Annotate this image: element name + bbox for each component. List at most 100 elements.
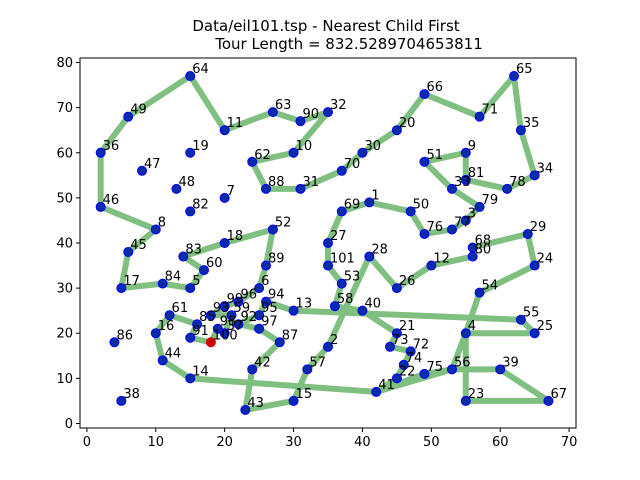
node-point	[323, 260, 333, 271]
node-label: 68	[475, 234, 492, 249]
node-label: 19	[192, 139, 209, 154]
tour-edge	[242, 366, 256, 413]
x-tick-label: 30	[285, 435, 302, 450]
y-tick-label: 40	[56, 237, 73, 252]
node-point	[164, 310, 175, 321]
node-label: 59	[234, 301, 251, 316]
node-point	[233, 296, 244, 307]
node-label: 6	[261, 274, 269, 289]
tour-edge	[462, 289, 483, 337]
tour-edge	[290, 109, 331, 156]
node-label: 85	[199, 310, 216, 325]
node-point	[447, 364, 457, 375]
node-label: 86	[116, 328, 133, 343]
y-tick-label: 60	[56, 146, 73, 161]
node-label: 33	[454, 175, 471, 190]
node-label: 74	[406, 351, 423, 366]
tour-edge	[159, 357, 194, 382]
node-point	[185, 283, 196, 294]
node-point	[199, 265, 209, 276]
tour-edge	[249, 158, 269, 192]
node-label: 89	[268, 252, 285, 267]
node-point	[474, 201, 485, 212]
node-point	[116, 395, 127, 406]
y-tick-label: 50	[56, 191, 73, 206]
node-label: 78	[509, 175, 526, 190]
node-point	[261, 296, 271, 307]
node-point	[419, 368, 430, 379]
node-point	[329, 301, 340, 312]
tour-edge	[263, 226, 276, 269]
node-point	[419, 228, 430, 239]
node-label: 8	[158, 215, 166, 230]
node-label: 21	[399, 319, 416, 334]
node-label: 16	[158, 319, 175, 334]
tour-edge	[421, 91, 483, 120]
tour-edge	[118, 249, 132, 292]
tour-edge	[304, 343, 331, 373]
node-point	[474, 111, 485, 122]
node-label: 63	[275, 98, 292, 113]
node-point	[247, 364, 258, 375]
node-point	[460, 215, 471, 226]
node-point	[522, 228, 533, 239]
node-point	[467, 251, 478, 262]
tour-edge	[449, 185, 483, 210]
tour-edge	[517, 127, 538, 179]
node-label: 12	[433, 252, 450, 267]
node-label: 98	[220, 315, 237, 330]
node-point	[185, 373, 196, 384]
x-tick-label: 40	[354, 435, 371, 450]
node-label: 62	[254, 148, 271, 163]
tour-edge	[97, 203, 159, 233]
node-point	[219, 238, 230, 248]
tour-edge	[325, 253, 373, 350]
x-tick-label: 20	[216, 435, 233, 450]
node-label: 48	[178, 175, 195, 190]
node-point	[185, 71, 196, 82]
tour-edge	[290, 307, 524, 323]
node-point	[171, 183, 182, 194]
node-point	[288, 305, 299, 316]
node-label: 60	[206, 256, 223, 271]
node-label: 69	[344, 197, 361, 212]
node-point	[274, 337, 285, 348]
tour-edge	[421, 149, 469, 165]
node-label: 7	[227, 184, 235, 199]
node-point	[219, 192, 230, 203]
node-point	[391, 125, 402, 136]
tour-edge	[421, 158, 455, 192]
node-label: 50	[413, 197, 430, 212]
tour-edge	[393, 262, 435, 292]
node-label: 52	[275, 215, 292, 230]
node-point	[185, 206, 196, 217]
tour-edge	[393, 91, 428, 134]
tour-edge	[249, 149, 297, 165]
tour-edge	[242, 397, 297, 413]
node-label: 94	[268, 288, 285, 303]
node-label: 90	[302, 107, 319, 122]
node-point	[515, 125, 526, 136]
tour-edge	[497, 366, 552, 404]
node-label: 11	[227, 116, 244, 131]
node-label: 27	[330, 229, 347, 244]
node-point	[509, 71, 519, 82]
node-point	[460, 147, 471, 158]
tour-edge	[221, 226, 276, 246]
node-label: 13	[296, 297, 313, 312]
tour-edge	[504, 172, 538, 192]
x-tick-label: 50	[423, 435, 440, 450]
node-label: 36	[103, 139, 120, 154]
node-point	[357, 305, 368, 316]
x-axis: 0 10 20 30 40 50 60 70	[83, 428, 577, 450]
node-label: 9	[468, 139, 476, 154]
node-label: 18	[227, 229, 244, 244]
tour-edge	[476, 73, 517, 120]
tour-edge	[325, 208, 345, 246]
node-point	[254, 310, 265, 321]
node-point	[447, 183, 457, 194]
chart-subtitle: Tour Length = 832.5289704653811	[214, 35, 483, 53]
node-point	[398, 359, 409, 370]
node-point	[460, 395, 471, 406]
